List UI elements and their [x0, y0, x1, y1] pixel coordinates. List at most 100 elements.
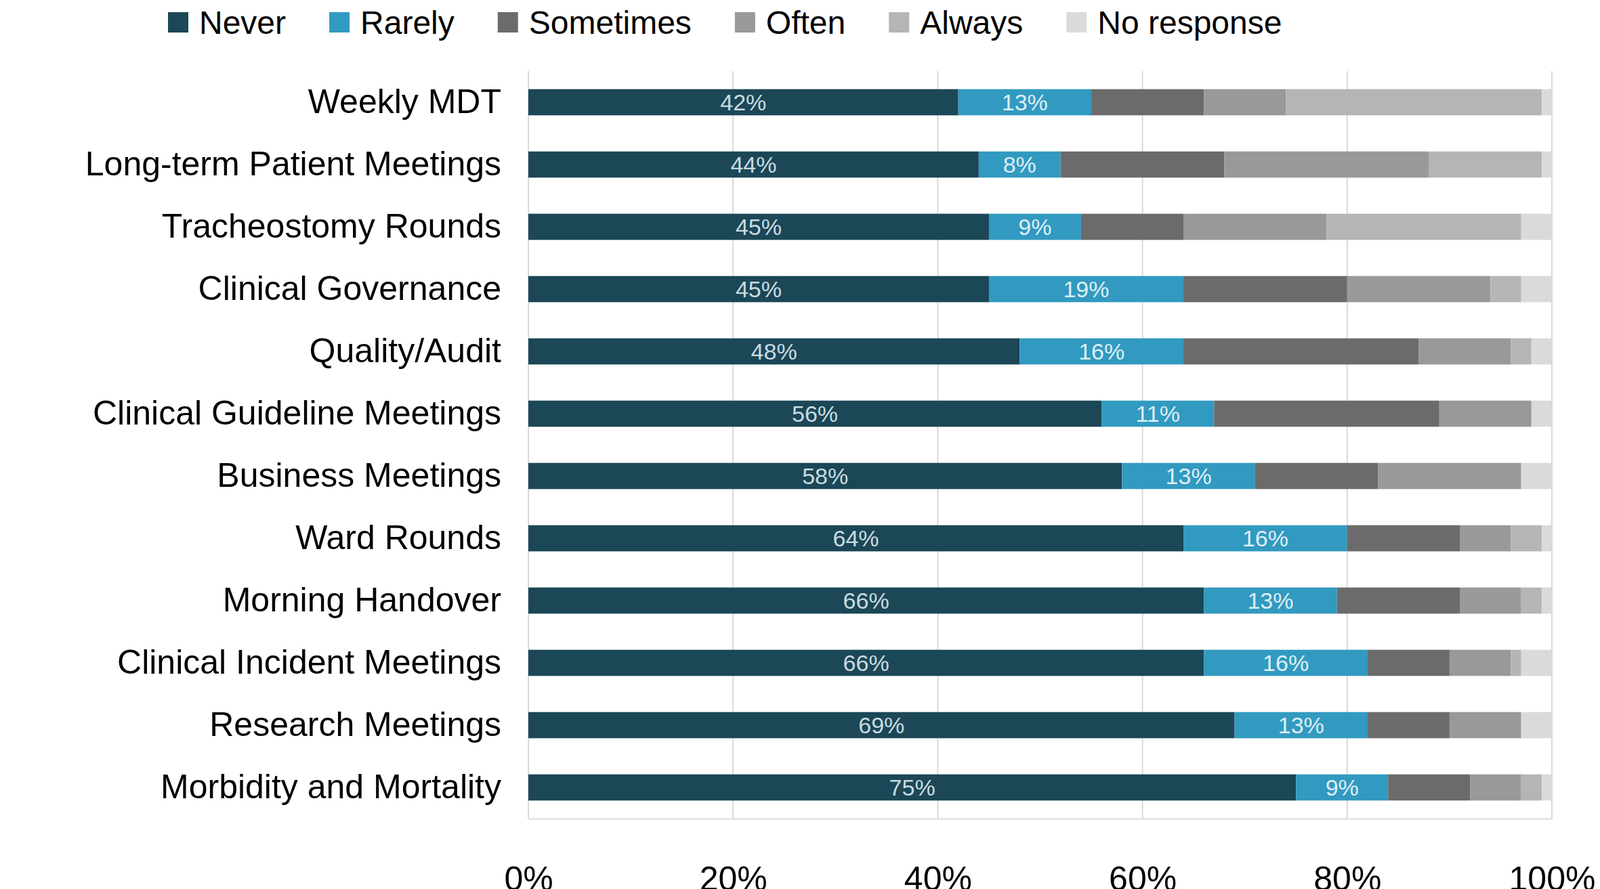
category-tick: Business Meetings [216, 456, 529, 495]
bar-segment [1521, 712, 1552, 740]
data-label: 11% [1135, 401, 1181, 427]
bar-segment [528, 650, 1204, 677]
bar-segment [988, 214, 1082, 241]
category-tick: Clinical Incident Meetings [117, 643, 529, 682]
category-tick: Weekly MDT [308, 82, 529, 121]
category-tick: Long-term Patient Meetings [85, 144, 529, 183]
tick-label: 100% [1509, 860, 1596, 889]
bar-segment [528, 401, 1102, 428]
bar-segment [1541, 525, 1552, 553]
data-label: 75% [889, 774, 936, 801]
data-label: 48% [751, 338, 798, 365]
bar-segment [528, 587, 1204, 615]
bar-segment [528, 214, 989, 241]
data-label: 45% [735, 276, 782, 303]
bar-segment [1367, 650, 1450, 677]
data-label: 16% [1078, 338, 1125, 365]
legend-swatch [1066, 12, 1087, 33]
bar-segment [528, 338, 1020, 366]
category-tick: Ward Rounds [295, 518, 529, 557]
grid-line [732, 71, 734, 819]
category-tick: Clinical Guideline Meetings [92, 394, 529, 433]
bar-segment [1459, 587, 1522, 615]
legend-swatch [734, 12, 756, 33]
data-label: 56% [791, 401, 838, 427]
bar-segment [528, 276, 989, 303]
bar-segment [1429, 151, 1542, 179]
bar-segment [528, 774, 1296, 802]
legend-label: Rarely [360, 4, 455, 41]
bar-segment [1541, 587, 1552, 615]
bar-segment [1091, 89, 1204, 116]
bar-segment [528, 151, 979, 179]
bar-segment [1459, 525, 1512, 553]
category-tick: Clinical Governance [198, 269, 529, 308]
bar-segment [1377, 463, 1522, 490]
bar-segment [1490, 276, 1521, 303]
bar-segment [1183, 338, 1420, 366]
data-label: 42% [720, 89, 767, 116]
legend-swatch [329, 12, 350, 33]
data-label: 44% [730, 151, 777, 178]
legend-swatch [888, 12, 910, 33]
bar-segment [1511, 525, 1542, 553]
tick-label: 80% [1313, 860, 1382, 889]
bar-segment [1203, 650, 1368, 677]
bar-segment [1387, 774, 1470, 802]
bar-segment [1469, 774, 1522, 802]
grid-line [936, 71, 939, 819]
bar-segment [1285, 89, 1542, 116]
bar-segment [1295, 774, 1388, 802]
bar-segment [978, 151, 1061, 179]
category-tick: Morning Handover [222, 581, 529, 620]
legend-label: Often [766, 4, 846, 41]
y-axis: Weekly MDTLong-term Patient MeetingsTrac… [85, 82, 529, 807]
bar-segment [1531, 338, 1552, 366]
bar-segment [1183, 214, 1328, 241]
bar-segment [528, 89, 959, 116]
bar-segment [1521, 463, 1552, 490]
bar-segment [1347, 525, 1460, 553]
bar-segment [1511, 650, 1522, 677]
data-label: 13% [1278, 712, 1325, 739]
tick: 60% [1108, 818, 1177, 889]
bar-segment [1521, 276, 1552, 303]
bar-segment [1367, 712, 1450, 740]
tick-label: 0% [503, 860, 553, 889]
data-label: 8% [1003, 151, 1037, 178]
bar-segment [1213, 401, 1439, 428]
legend-item: Often [734, 4, 846, 41]
category-label: Quality/Audit [309, 331, 502, 370]
bar-segment [1521, 650, 1552, 677]
grid-line [527, 71, 530, 819]
bar-segment [1541, 774, 1552, 802]
legend-label: Never [199, 4, 286, 41]
category-tick: Research Meetings [209, 705, 529, 744]
data-label: 64% [832, 525, 879, 552]
category-label: Clinical Governance [198, 269, 502, 308]
category-label: Ward Rounds [295, 518, 502, 557]
tick: 100% [1509, 818, 1596, 889]
bar-segment [1121, 463, 1255, 490]
bar-segment [958, 89, 1092, 116]
data-label: 13% [1165, 463, 1212, 490]
bar-segment [1449, 650, 1512, 677]
category-label: Clinical Incident Meetings [117, 643, 502, 682]
category-tick: Morbidity and Mortality [160, 768, 529, 807]
tick: 80% [1313, 818, 1382, 889]
data-label: 58% [802, 463, 849, 490]
category-label: Clinical Guideline Meetings [92, 394, 502, 433]
grid-line [1346, 71, 1349, 819]
tick-label: 60% [1108, 860, 1177, 889]
data-label: 16% [1242, 525, 1289, 552]
bar-segment [1541, 151, 1552, 179]
category-label: Morbidity and Mortality [160, 768, 502, 807]
bar-segment [1419, 338, 1512, 366]
bar-segment [1337, 587, 1460, 615]
bar-segment [1060, 151, 1225, 179]
tick-label: 20% [699, 860, 768, 889]
bar-segment [1531, 401, 1552, 428]
legend-label: Always [919, 4, 1023, 41]
bar-segment [988, 276, 1184, 303]
bar-segment [1203, 587, 1337, 615]
